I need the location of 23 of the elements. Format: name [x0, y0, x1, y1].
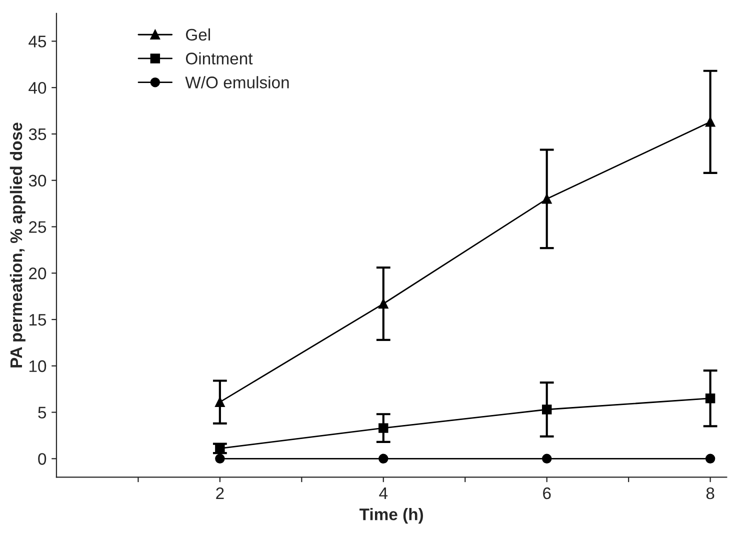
point — [378, 454, 388, 464]
y-tick-label: 45 — [28, 36, 46, 48]
y-tick-label: 40 — [28, 82, 46, 94]
point — [542, 454, 552, 464]
x-tick-label: 2 — [216, 487, 224, 500]
y-tick-label: 20 — [29, 268, 46, 280]
y-tick-label: 15 — [29, 314, 46, 326]
legend-label: W/O emulsion — [185, 76, 289, 88]
y-tick-label: 30 — [28, 174, 46, 187]
y-tick-label: 35 — [28, 128, 46, 140]
point — [705, 454, 716, 464]
x-tick-label: 8 — [706, 487, 714, 500]
legend-label: Ointment — [186, 52, 253, 64]
y-tick-label: 5 — [38, 406, 46, 418]
x-tick-label: 4 — [379, 488, 388, 500]
point — [215, 454, 225, 464]
y-tick-label: 10 — [29, 360, 46, 372]
x-axis-title: Time (h) — [359, 508, 423, 524]
y-tick-label: 25 — [29, 221, 46, 233]
y-axis-title: PA permeation, % applied dose — [10, 122, 26, 368]
y-tick-label: 0 — [38, 453, 46, 465]
legend-label: Gel — [186, 28, 210, 41]
x-tick-label: 6 — [543, 487, 551, 500]
